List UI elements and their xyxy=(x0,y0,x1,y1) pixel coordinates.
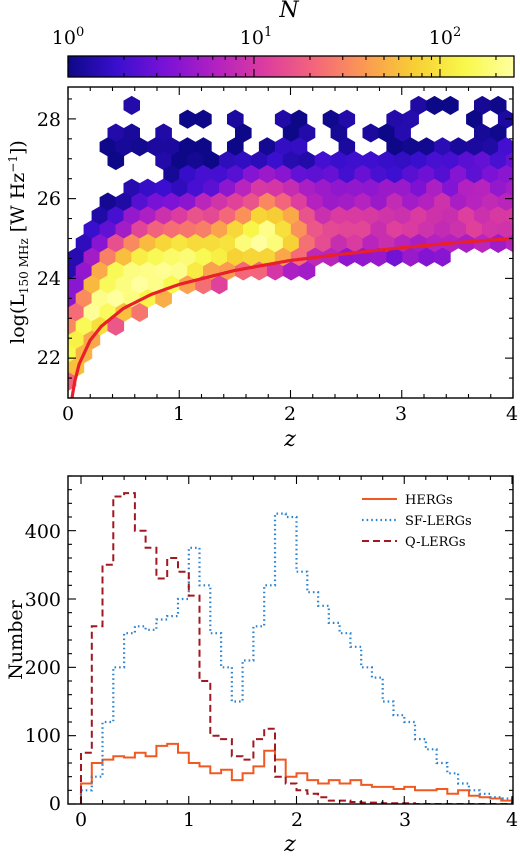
x-tick-label-3: 3 xyxy=(395,403,407,425)
histogram-y-axis-label: Number xyxy=(5,599,27,679)
colorbar-label: N xyxy=(278,0,299,23)
hexbin-x-tick-labels: 0 1 2 3 4 xyxy=(62,403,518,425)
colorbar: N 100 101 102 xyxy=(52,0,515,78)
hexbin-cell xyxy=(514,193,520,211)
hexbin-y-axis-label: log(L150 MHz [W Hz−1]) xyxy=(6,140,31,344)
hexbin-cell xyxy=(514,220,520,238)
hist-x-tick-label-2: 2 xyxy=(291,809,303,831)
colorbar-tick-labels: 100 101 102 xyxy=(52,25,461,49)
x-tick-label-4: 4 xyxy=(506,403,518,425)
hexbin-cell xyxy=(131,302,148,322)
hexbin-cell xyxy=(514,165,520,183)
y-tick-label-26: 26 xyxy=(37,188,61,210)
hexbin-cell xyxy=(211,275,228,295)
hist-y-tick-label-200: 200 xyxy=(25,657,61,679)
colorbar-ticks xyxy=(67,56,497,77)
hist-x-tick-label-0: 0 xyxy=(75,809,87,831)
histogram-panel: HERGs SF-LERGs Q-LERGs 0 1 2 3 4 0 100 2… xyxy=(5,475,518,857)
hexbin-cell xyxy=(426,95,443,115)
hexbin-cell xyxy=(514,138,520,156)
x-tick-label-0: 0 xyxy=(62,403,74,425)
colorbar-tick-label-10: 101 xyxy=(240,25,272,49)
histogram-line-q-lergs xyxy=(80,492,512,804)
hexbin-cell xyxy=(505,206,513,225)
luminosity-limit-curve xyxy=(70,236,513,398)
hexbin-cell xyxy=(68,390,69,398)
hexbin-panel: 0 1 2 3 4 22 24 26 28 z log(L150 MHz [W … xyxy=(6,86,520,452)
y-tick-label-24: 24 xyxy=(37,268,61,290)
hexbin-cell xyxy=(68,307,69,318)
histogram-x-tick-labels: 0 1 2 3 4 xyxy=(75,809,518,831)
histogram-x-axis-label: z xyxy=(283,832,296,857)
legend-label-sf-lergs: SF-LERGs xyxy=(405,514,472,529)
x-tick-label-1: 1 xyxy=(173,403,185,425)
hexbin-cell xyxy=(442,95,459,115)
hexbin-x-axis-label: z xyxy=(283,427,296,452)
hexbin-cell xyxy=(195,109,212,129)
hexbin-cell xyxy=(298,261,316,281)
y-tick-label-22: 22 xyxy=(37,347,61,369)
hexbin-cell xyxy=(123,95,140,115)
hexbin-cell xyxy=(362,123,380,143)
hexbin-y-tick-labels: 22 24 26 28 xyxy=(37,109,61,369)
histogram-y-tick-labels: 0 100 200 300 400 xyxy=(25,521,61,815)
hist-y-tick-label-400: 400 xyxy=(25,521,61,543)
hexbin-cells xyxy=(68,95,520,398)
x-tick-label-2: 2 xyxy=(284,403,296,425)
hexbin-cell xyxy=(505,151,513,170)
histogram-series xyxy=(79,492,513,804)
histogram-frame xyxy=(67,475,514,805)
hist-y-tick-label-300: 300 xyxy=(25,589,61,611)
hexbin-cell xyxy=(179,109,196,129)
hexbin-cell xyxy=(505,179,513,198)
hist-y-tick-label-100: 100 xyxy=(25,725,61,747)
colorbar-tick-label-100: 102 xyxy=(429,25,461,49)
hexbin-frame xyxy=(67,86,514,399)
legend-label-hergs: HERGs xyxy=(405,493,453,508)
hist-x-tick-label-3: 3 xyxy=(399,809,411,831)
hexbin-cell xyxy=(434,247,451,267)
colorbar-gradient-bar xyxy=(67,55,515,78)
histogram-legend: HERGs SF-LERGs Q-LERGs xyxy=(362,493,472,550)
hist-x-tick-label-4: 4 xyxy=(506,809,518,831)
histogram-line-sf-lergs xyxy=(79,512,513,804)
histogram-line-hergs xyxy=(80,742,513,804)
hist-x-tick-label-1: 1 xyxy=(183,809,195,831)
colorbar-tick-label-1: 100 xyxy=(52,25,84,49)
legend-label-q-lergs: Q-LERGs xyxy=(405,535,466,550)
hist-y-tick-label-0: 0 xyxy=(49,793,61,815)
y-tick-label-28: 28 xyxy=(37,109,61,131)
hexbin-cell xyxy=(107,151,125,171)
